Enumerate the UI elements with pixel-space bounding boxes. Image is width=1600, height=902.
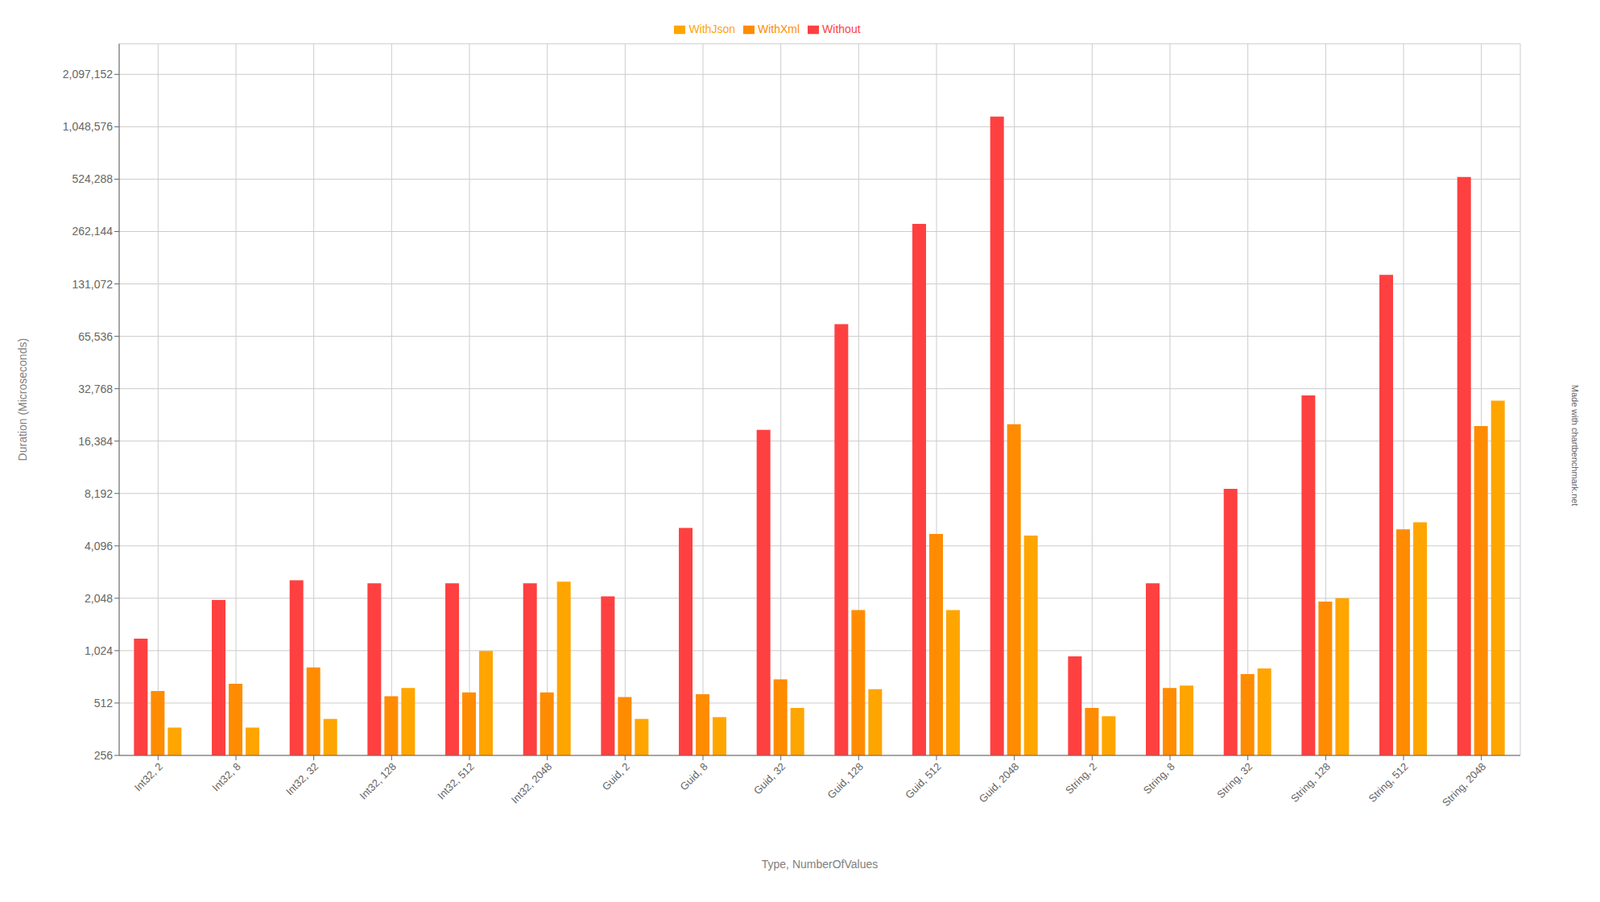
svg-text:Int32, 128: Int32, 128	[356, 760, 398, 802]
html-text:Made with chartbenchmark.net: Made with chartbenchmark.net	[1570, 384, 1580, 506]
svg-text:Int32, 512: Int32, 512	[434, 760, 476, 802]
svg-text:2,097,152: 2,097,152	[62, 67, 113, 81]
svg-text:16,384: 16,384	[78, 434, 113, 448]
svg-text:Guid, 512: Guid, 512	[902, 760, 943, 801]
svg-text:Type, NumberOfValues: Type, NumberOfValues	[761, 857, 878, 871]
svg-text:Int32, 8: Int32, 8	[209, 760, 243, 794]
svg-text:131,072: 131,072	[71, 277, 113, 291]
svg-text:String, 8: String, 8	[1141, 760, 1178, 797]
svg-text:4,096: 4,096	[84, 539, 113, 553]
svg-text:String, 128: String, 128	[1288, 760, 1333, 805]
svg-text:2,048: 2,048	[84, 591, 113, 605]
svg-text:8,192: 8,192	[84, 487, 113, 501]
svg-text:String, 512: String, 512	[1366, 760, 1411, 805]
svg-text:String, 2048: String, 2048	[1439, 760, 1489, 809]
svg-text:1,024: 1,024	[84, 644, 113, 658]
svg-text:1,048,576: 1,048,576	[62, 119, 113, 133]
svg-text:Guid, 128: Guid, 128	[825, 760, 866, 801]
svg-text:String, 32: String, 32	[1214, 760, 1255, 801]
svg-text:Guid, 2048: Guid, 2048	[976, 760, 1022, 806]
svg-text:32,768: 32,768	[78, 382, 113, 396]
svg-text:Int32, 2: Int32, 2	[132, 760, 166, 794]
svg-text:65,536: 65,536	[78, 330, 113, 344]
svg-text:Duration (Microseconds): Duration (Microseconds)	[16, 338, 29, 462]
html-text:WithJson: WithJson	[688, 22, 736, 36]
svg-text:Int32, 32: Int32, 32	[283, 760, 321, 798]
svg-text:String, 2: String, 2	[1062, 760, 1100, 797]
html-text:Without: Without	[822, 22, 861, 36]
svg-text:Int32, 2048: Int32, 2048	[508, 760, 555, 807]
svg-text:Guid, 32: Guid, 32	[751, 760, 788, 797]
html-text:WithXml: WithXml	[757, 22, 800, 36]
svg-text:256: 256	[94, 748, 114, 762]
svg-text:Guid, 8: Guid, 8	[677, 760, 710, 793]
svg-text:262,144: 262,144	[71, 224, 113, 238]
svg-text:512: 512	[94, 696, 114, 710]
svg-text:Guid, 2: Guid, 2	[599, 760, 633, 793]
svg-text:524,288: 524,288	[71, 172, 113, 186]
